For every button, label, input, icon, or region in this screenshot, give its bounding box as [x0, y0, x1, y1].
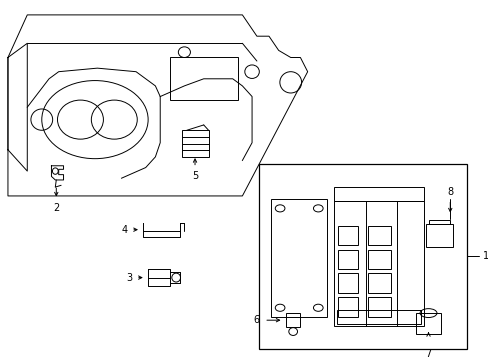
Text: 3: 3 [126, 273, 133, 283]
Bar [337, 226, 358, 245]
Bar [425, 224, 452, 247]
Text: 1: 1 [482, 251, 488, 261]
Bar [427, 220, 449, 224]
Bar [337, 249, 358, 269]
Text: 5: 5 [191, 171, 198, 181]
Bar [285, 313, 300, 327]
Bar [337, 297, 358, 317]
Bar [367, 297, 390, 317]
Bar [337, 273, 358, 293]
Text: 2: 2 [53, 203, 59, 213]
Bar [334, 187, 423, 201]
Bar [182, 130, 208, 157]
Text: 6: 6 [253, 315, 260, 325]
Bar [416, 313, 440, 334]
Bar [367, 273, 390, 293]
Bar [169, 58, 237, 100]
Text: 7: 7 [425, 349, 431, 359]
Bar [259, 164, 466, 348]
Text: 4: 4 [122, 225, 128, 235]
Text: 8: 8 [447, 188, 452, 197]
Bar [271, 199, 326, 317]
Bar [367, 249, 390, 269]
Bar [334, 201, 423, 325]
Bar [336, 310, 420, 324]
Bar [367, 226, 390, 245]
